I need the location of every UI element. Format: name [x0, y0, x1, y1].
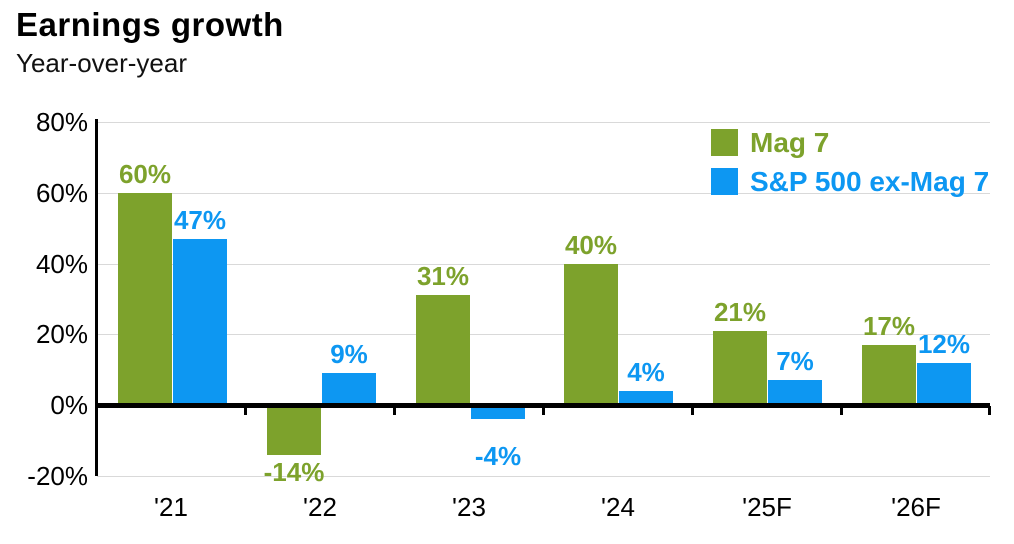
axis-tick — [542, 406, 545, 415]
gridline-20 — [97, 334, 990, 336]
chart-subtitle: Year-over-year — [16, 48, 188, 78]
value-label-mag-7-25f: 21% — [713, 297, 767, 327]
legend-swatch-mag-7 — [711, 129, 738, 156]
bar-mag-7-24 — [564, 264, 618, 406]
x-tick-label-23: '23 — [452, 492, 486, 522]
bar-mag-7-22 — [267, 405, 321, 455]
x-axis-zero-line — [97, 403, 990, 408]
legend: Mag 7 S&P 500 ex-Mag 7 — [711, 129, 989, 207]
legend-item-mag-7: Mag 7 — [711, 127, 989, 158]
axis-tick — [988, 406, 991, 415]
y-tick-label: -20% — [27, 460, 88, 491]
legend-item-s-p-500-ex-mag-7: S&P 500 ex-Mag 7 — [711, 166, 990, 197]
axis-tick — [393, 406, 396, 415]
value-label-mag-7-26f: 17% — [862, 311, 916, 341]
value-label-s-p-500-ex-mag-7-22: 9% — [330, 339, 368, 369]
value-label-s-p-500-ex-mag-7-24: 4% — [627, 357, 665, 387]
value-label-s-p-500-ex-mag-7-25f: 7% — [776, 346, 814, 376]
y-axis-line — [95, 119, 98, 476]
x-tick-label-24: '24 — [601, 492, 635, 522]
bar-s-p-500-ex-mag-7-23 — [471, 405, 525, 419]
gridline-80 — [97, 122, 990, 123]
chart-title: Earnings growth — [16, 6, 284, 43]
gridline-40 — [97, 263, 990, 265]
y-tick-label: 40% — [35, 248, 88, 279]
gridline--20 — [97, 475, 990, 477]
value-label-s-p-500-ex-mag-7-26f: 12% — [917, 329, 971, 359]
y-tick-label: 60% — [35, 177, 88, 208]
y-tick-label: 20% — [35, 319, 88, 350]
y-tick-label: 0% — [50, 390, 88, 420]
x-tick-label-21: '21 — [154, 492, 188, 522]
bar-s-p-500-ex-mag-7-25f — [768, 380, 822, 405]
bar-s-p-500-ex-mag-7-26f — [917, 363, 971, 405]
value-label-s-p-500-ex-mag-7-21: 47% — [173, 205, 227, 235]
bar-mag-7-26f — [862, 345, 916, 405]
value-label-mag-7-24: 40% — [564, 230, 618, 260]
x-tick-label-22: '22 — [303, 492, 337, 522]
legend-label-mag-7: Mag 7 — [750, 127, 830, 158]
y-tick-label: 80% — [35, 107, 88, 137]
legend-label-s-p-500-ex-mag-7: S&P 500 ex-Mag 7 — [750, 166, 990, 197]
bar-s-p-500-ex-mag-7-24 — [619, 391, 673, 405]
legend-swatch-s-p-500-ex-mag-7 — [711, 168, 738, 195]
value-label-mag-7-21: 60% — [118, 159, 172, 189]
axis-tick — [244, 406, 247, 415]
bar-mag-7-25f — [713, 331, 767, 405]
value-label-mag-7-23: 31% — [416, 261, 470, 291]
bar-mag-7-23 — [416, 295, 470, 405]
value-label-mag-7-22: -14% — [263, 457, 325, 487]
bar-s-p-500-ex-mag-7-21 — [173, 239, 227, 405]
gridline-60 — [97, 192, 990, 194]
value-label-s-p-500-ex-mag-7-23: -4% — [474, 441, 522, 471]
x-tick-label-25f: '25F — [742, 492, 792, 522]
x-tick-label-26f: '26F — [891, 492, 941, 522]
axis-tick — [691, 406, 694, 415]
bar-mag-7-21 — [118, 193, 172, 405]
bar-s-p-500-ex-mag-7-22 — [322, 373, 376, 405]
axis-tick — [840, 406, 843, 415]
